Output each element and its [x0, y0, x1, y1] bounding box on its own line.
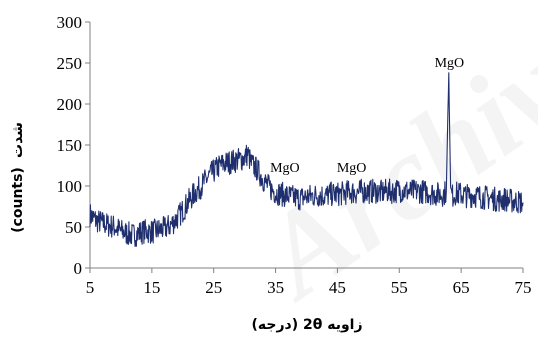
- x-tick-label: 75: [515, 278, 532, 297]
- y-tick-label: 50: [65, 218, 82, 237]
- x-tick-label: 25: [205, 278, 222, 297]
- x-axis-label: زاویه 2θ (درجه): [251, 317, 362, 333]
- mgo-peak-label: MgO: [270, 161, 300, 176]
- y-tick-label: 250: [57, 54, 83, 73]
- y-axis-label: شدت: [10, 122, 26, 158]
- y-tick-label: 200: [57, 95, 83, 114]
- y-axis-label-unit: (counts): [10, 167, 26, 233]
- mgo-peak-label: MgO: [337, 161, 367, 176]
- y-axis-unit: (counts): [10, 167, 26, 233]
- x-tick-label: 65: [453, 278, 470, 297]
- x-tick-label: 45: [329, 278, 346, 297]
- x-tick-label: 5: [86, 278, 95, 297]
- x-tick-label: 55: [391, 278, 408, 297]
- series-layer: [89, 72, 524, 248]
- xrd-series-line: [89, 72, 524, 248]
- y-tick-label: 150: [57, 136, 83, 155]
- mgo-peak-label: MgO: [435, 56, 465, 71]
- tick-labels: 0 50 100 150 200 250 300 5 15 25 35 45 55 65 75: [57, 13, 532, 297]
- x-tick-label: 15: [143, 278, 160, 297]
- annotations: MgO MgO MgO: [270, 56, 464, 176]
- x-tick-label: 35: [267, 278, 284, 297]
- y-tick-label: 100: [57, 177, 83, 196]
- y-axis-label-main: شدت: [10, 122, 26, 158]
- y-tick-label: 0: [74, 259, 83, 278]
- y-tick-label: 300: [57, 13, 83, 32]
